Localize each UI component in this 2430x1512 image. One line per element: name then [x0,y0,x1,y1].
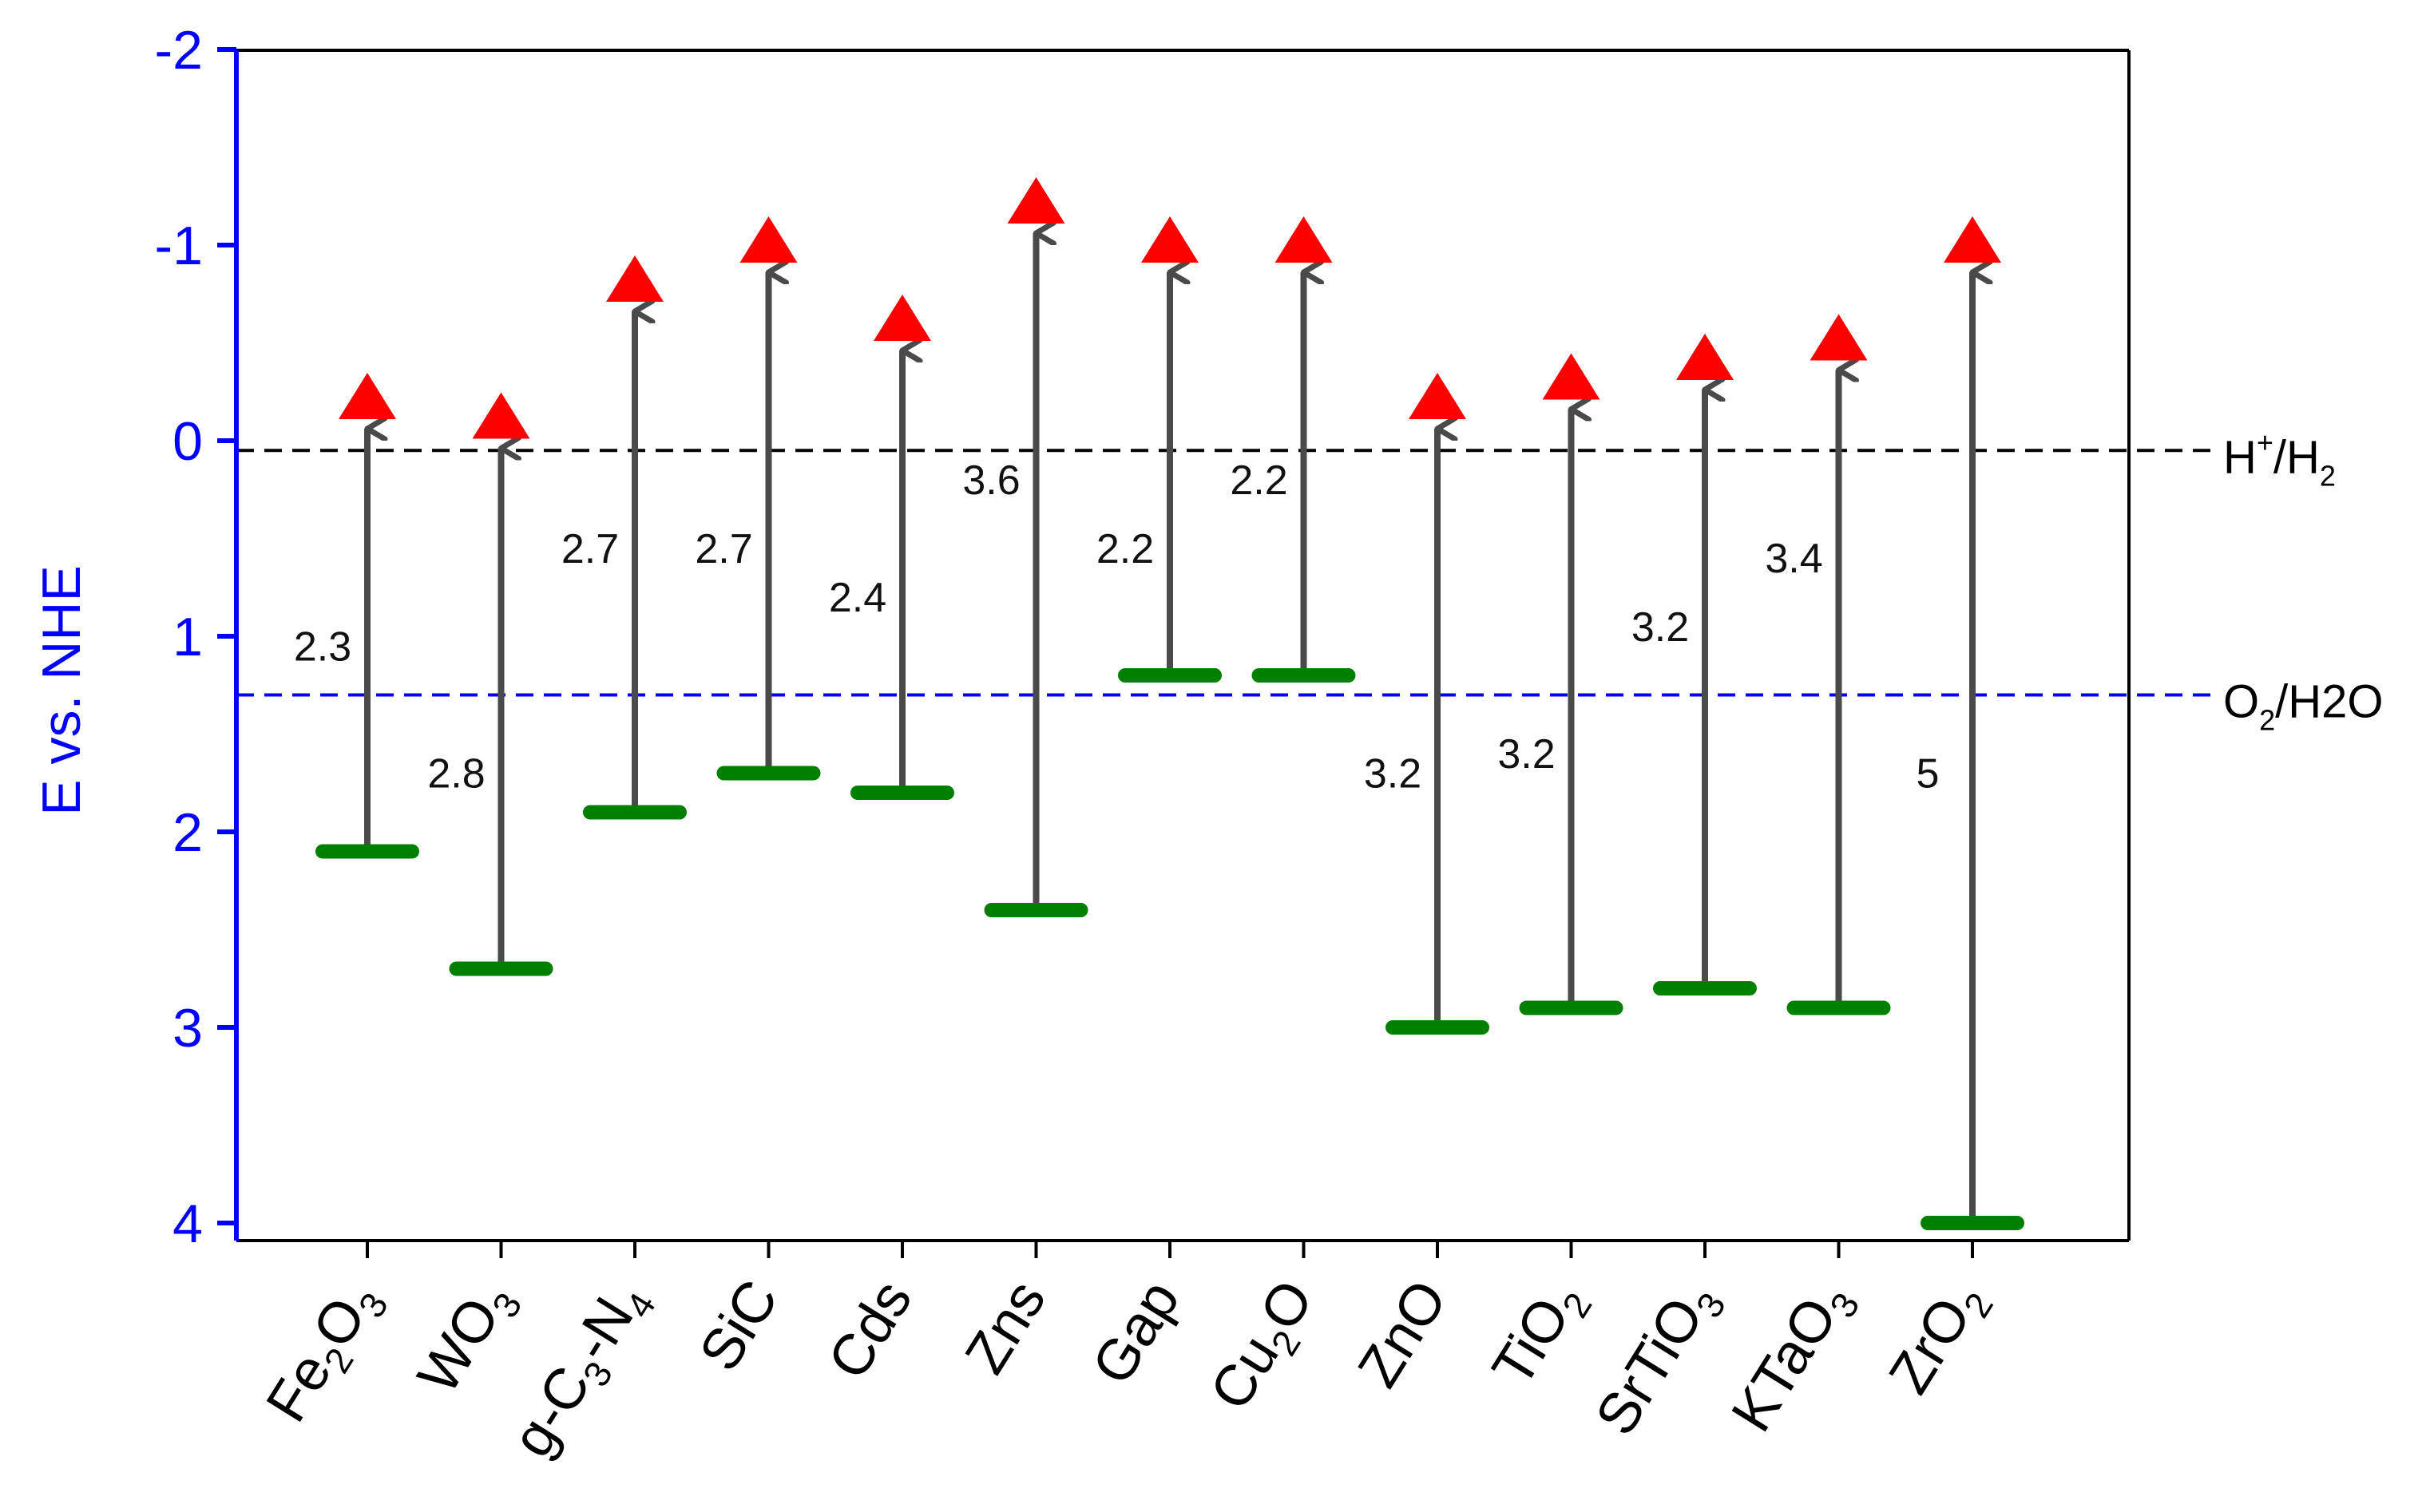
band-gap-label: 3.6 [962,457,1020,504]
y-tick-label: 1 [172,607,203,667]
y-tick-label: -2 [155,20,203,81]
conduction-band-marker [472,392,530,439]
plot-area: H+/H2 O2/H2O 2.3 2.8 2.7 2.7 2.4 3.6 2.2 2.2 3.2 3.… [236,177,2384,1230]
x-tick-label: Fe2O3 [254,1269,396,1437]
x-tick-label: SrTiO3 [1584,1269,1734,1451]
y-tick-label: 0 [172,411,203,472]
x-tick-label: Zns [953,1269,1058,1384]
y-tick-label: 3 [172,998,203,1059]
conduction-band-marker [1274,216,1333,263]
band-gap-label: 2.2 [1096,526,1154,572]
conduction-band-marker [1409,373,1466,419]
x-tick-label: Cu2O [1198,1269,1332,1425]
conduction-band-marker [1810,314,1868,361]
conduction-band-marker [1542,353,1600,400]
band-gap-label: 3.2 [1631,604,1689,651]
conduction-band-marker [339,373,396,419]
x-tick-label: Gap [1080,1269,1192,1395]
band-gap-label: 2.4 [829,575,886,621]
x-tick-label: g-C3-N4 [500,1269,664,1472]
band-gap-label: 2.2 [1230,457,1287,504]
conduction-band-marker [1676,334,1734,380]
x-tick-label: Cds [816,1269,925,1390]
conduction-band-marker [1007,177,1065,224]
x-tick-label: KTaO3 [1719,1269,1867,1447]
reference-label-h-h2: H+/H2 [2223,425,2336,492]
y-tick-label: 4 [172,1193,203,1254]
band-gap-label: 2.8 [427,751,485,798]
conduction-band-marker [874,295,931,341]
x-tick-label: ZrO2 [1877,1269,2001,1409]
band-gap-label: 3.2 [1364,751,1421,798]
conduction-band-marker [739,216,798,263]
x-tick-label: SiC [688,1269,791,1382]
band-gap-label: 5 [1917,751,1940,798]
band-gap-label: 3.4 [1765,536,1822,582]
conduction-band-marker [1141,216,1199,263]
x-tick-label: ZnO [1346,1269,1460,1398]
band-gap-label: 2.7 [561,526,619,572]
y-tick-label: 2 [172,802,203,863]
conduction-band-marker [606,255,664,302]
band-gap-label: 2.7 [695,526,752,572]
y-tick-label: -1 [155,216,203,276]
x-tick-label: WO3 [406,1269,530,1409]
x-tick-label: TiO2 [1481,1269,1600,1401]
conduction-band-marker [1944,216,2001,263]
y-axis-label: E vs. NHE [31,565,92,816]
band-gap-label: 3.2 [1497,731,1555,778]
band-gap-label: 2.3 [294,623,351,670]
reference-label-o2-h2o: O2/H2O [2223,676,2384,737]
